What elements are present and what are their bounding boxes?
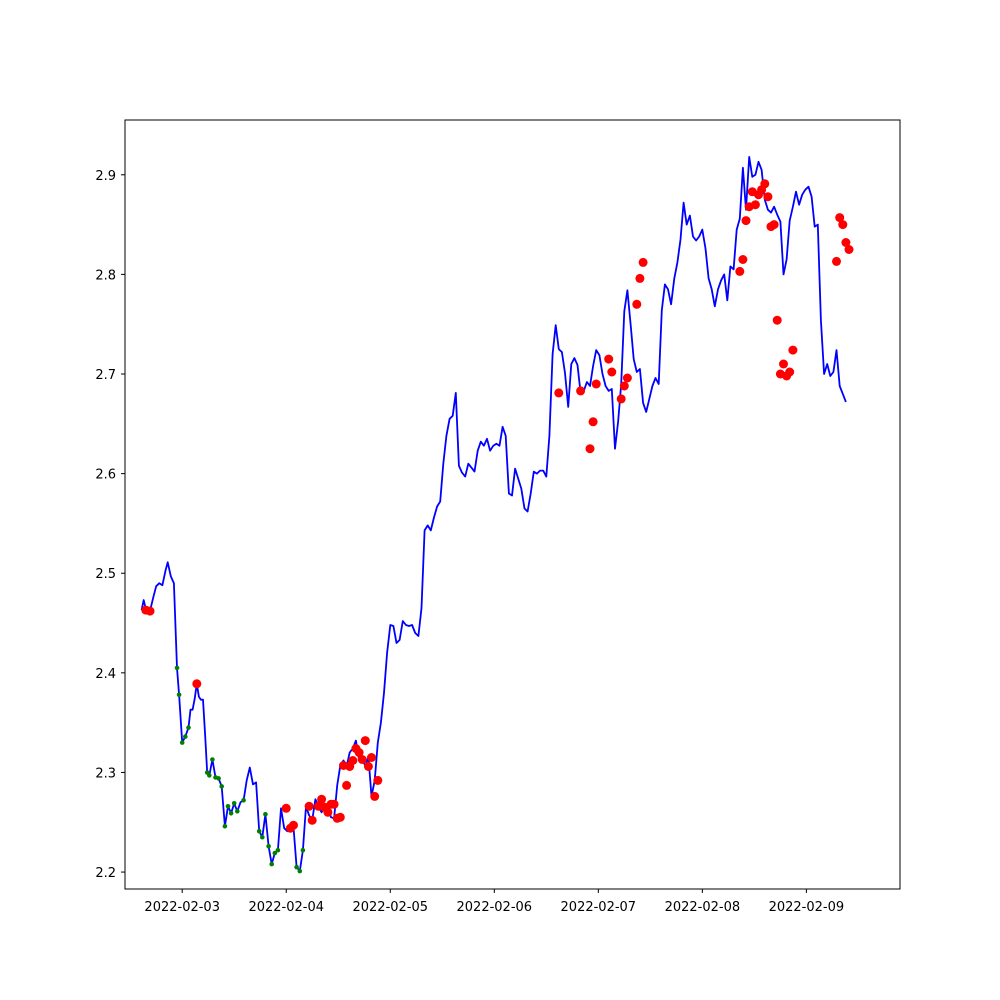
green-marker (269, 861, 275, 867)
green-marker (300, 847, 306, 853)
red-marker (348, 756, 358, 765)
red-marker (317, 794, 327, 804)
x-tick-label: 2022-02-05 (352, 900, 428, 915)
red-marker (779, 359, 788, 369)
red-marker (304, 801, 314, 811)
green-marker (179, 740, 185, 745)
x-tick-label: 2022-02-09 (769, 900, 845, 915)
red-marker (373, 775, 383, 785)
red-marker (591, 379, 601, 389)
green-marker (294, 864, 299, 870)
x-axis: 2022-02-03 2022-02-04 2022-02-05 2022-02-06… (144, 889, 844, 915)
green-marker (228, 811, 234, 816)
red-marker (363, 762, 373, 771)
green-marker (176, 692, 182, 698)
red-marker (841, 238, 851, 247)
red-marker (760, 179, 770, 189)
red-marker (835, 213, 845, 223)
green-marker (174, 665, 180, 671)
green-marker (241, 798, 246, 803)
red-marker (342, 780, 352, 790)
green-marker (260, 834, 265, 840)
green-marker (216, 776, 221, 781)
red-marker (554, 388, 564, 398)
x-tick-label: 2022-02-07 (561, 900, 637, 915)
y-tick-label: 2.8 (95, 268, 116, 283)
red-marker (738, 255, 748, 264)
x-tick-label: 2022-02-04 (248, 900, 324, 915)
red-marker (638, 257, 648, 267)
x-tick-label: 2022-02-08 (665, 900, 741, 915)
axes-frame (124, 119, 901, 890)
green-marker (225, 804, 231, 809)
green-marker (219, 784, 224, 789)
red-marker (289, 820, 298, 830)
red-marker (370, 791, 380, 801)
red-marker (576, 386, 586, 396)
red-marker (735, 266, 745, 276)
green-marker (210, 757, 215, 762)
green-marker (275, 847, 281, 853)
red-marker (772, 315, 782, 325)
green-marker (256, 828, 262, 834)
red-marker (192, 679, 202, 689)
red-marker (588, 417, 598, 427)
green-marker (272, 850, 278, 856)
red-marker (838, 220, 848, 230)
red-marker (335, 812, 345, 822)
red-marker (357, 755, 367, 764)
red-marker (329, 799, 339, 809)
red-marker (145, 606, 155, 616)
plot-area (140, 155, 854, 874)
x-tick-label: 2022-02-06 (457, 900, 533, 915)
red-marker (632, 299, 642, 309)
red-marker (323, 807, 333, 817)
green-marker (266, 843, 271, 849)
red-marker (832, 256, 841, 266)
y-tick-label: 2.2 (95, 866, 116, 881)
green-marker (207, 773, 212, 778)
y-axis: 2.2 2.3 2.4 2.5 2.6 2.7 2.8 2.9 (95, 169, 125, 881)
y-tick-label: 2.4 (95, 667, 116, 682)
red-marker (844, 245, 854, 254)
red-marker (354, 748, 364, 757)
y-tick-label: 2.7 (95, 368, 116, 383)
green-marker (263, 812, 268, 817)
red-marker (788, 345, 798, 355)
green-marker (222, 823, 228, 829)
red-marker (622, 373, 632, 383)
red-marker (763, 192, 773, 202)
red-marker (769, 220, 779, 230)
x-tick-label: 2022-02-03 (144, 900, 220, 915)
green-marker (231, 801, 237, 806)
red-marker (635, 273, 645, 283)
green-marker (183, 734, 188, 739)
red-marker (616, 394, 626, 404)
red-marker (360, 736, 370, 746)
red-marker (619, 381, 629, 391)
red-marker (367, 753, 376, 762)
red-marker (741, 216, 751, 226)
red-marker (585, 444, 595, 454)
y-tick-label: 2.3 (95, 766, 116, 781)
red-marker (307, 815, 317, 825)
red-marker (604, 354, 614, 364)
red-marker (750, 200, 760, 210)
series-line-price (140, 155, 847, 872)
y-tick-label: 2.9 (95, 169, 116, 184)
red-marker (281, 803, 291, 813)
green-marker (186, 725, 191, 730)
green-marker (297, 868, 303, 874)
y-tick-label: 2.6 (95, 468, 116, 483)
red-marker (607, 367, 617, 377)
green-marker (235, 809, 240, 814)
red-marker (785, 367, 795, 377)
y-tick-label: 2.5 (95, 567, 116, 582)
